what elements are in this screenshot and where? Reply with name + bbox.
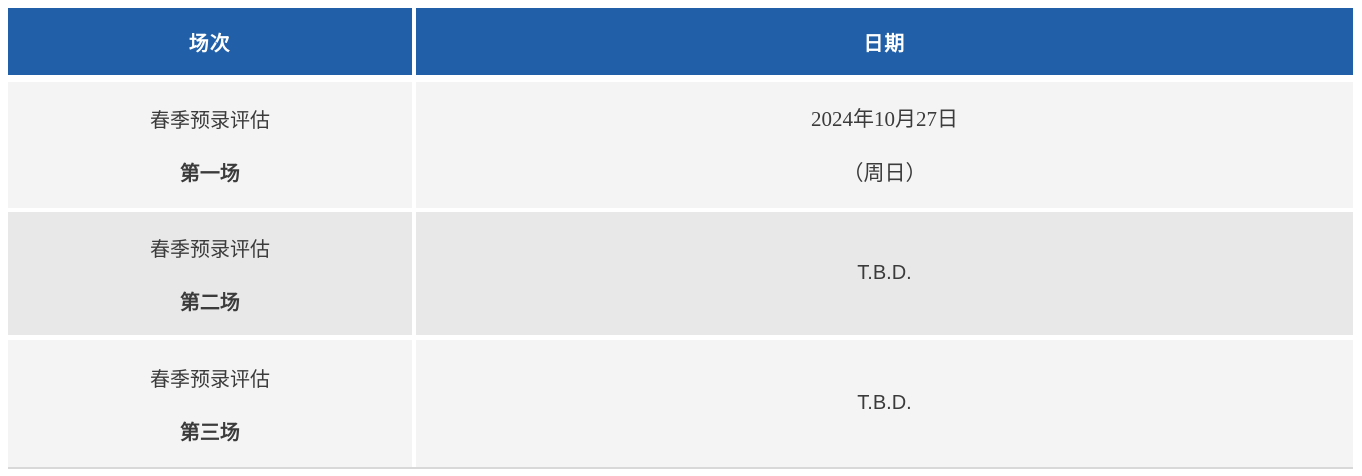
session-number: 第三场 xyxy=(180,421,240,444)
session-number: 第二场 xyxy=(180,291,240,314)
table-row: 春季预录评估 第二场 T.B.D. xyxy=(8,212,1353,335)
table-row: 春季预录评估 第一场 2024年10月27日 （周日） xyxy=(8,82,1353,208)
column-divider xyxy=(412,8,416,75)
header-label-session: 场次 xyxy=(189,33,231,55)
column-divider xyxy=(412,340,416,467)
session-cell: 春季预录评估 第三场 xyxy=(8,340,412,467)
date-cell: 2024年10月27日 （周日） xyxy=(416,82,1353,208)
session-name: 春季预录评估 xyxy=(150,238,270,261)
date-value: T.B.D. xyxy=(857,262,912,284)
date-value: 2024年10月27日 xyxy=(811,107,958,131)
column-divider xyxy=(412,82,416,208)
table-row: 春季预录评估 第三场 T.B.D. xyxy=(8,340,1353,467)
header-cell-session: 场次 xyxy=(8,8,412,75)
session-cell: 春季预录评估 第二场 xyxy=(8,212,412,335)
session-cell: 春季预录评估 第一场 xyxy=(8,82,412,208)
date-cell: T.B.D. xyxy=(416,340,1353,467)
schedule-table: 场次 日期 春季预录评估 第一场 2024年10月27日 （周日） 春季预录评估… xyxy=(8,8,1353,469)
column-divider xyxy=(412,212,416,335)
table-bottom-border xyxy=(8,467,1353,469)
date-cell: T.B.D. xyxy=(416,212,1353,335)
session-number: 第一场 xyxy=(180,163,240,185)
date-weekday: （周日） xyxy=(842,161,927,185)
header-label-date: 日期 xyxy=(863,33,906,55)
header-cell-date: 日期 xyxy=(416,8,1353,75)
date-value: T.B.D. xyxy=(857,392,912,414)
session-name: 春季预录评估 xyxy=(150,110,270,132)
session-name: 春季预录评估 xyxy=(150,368,270,391)
table-header-row: 场次 日期 xyxy=(8,8,1353,75)
